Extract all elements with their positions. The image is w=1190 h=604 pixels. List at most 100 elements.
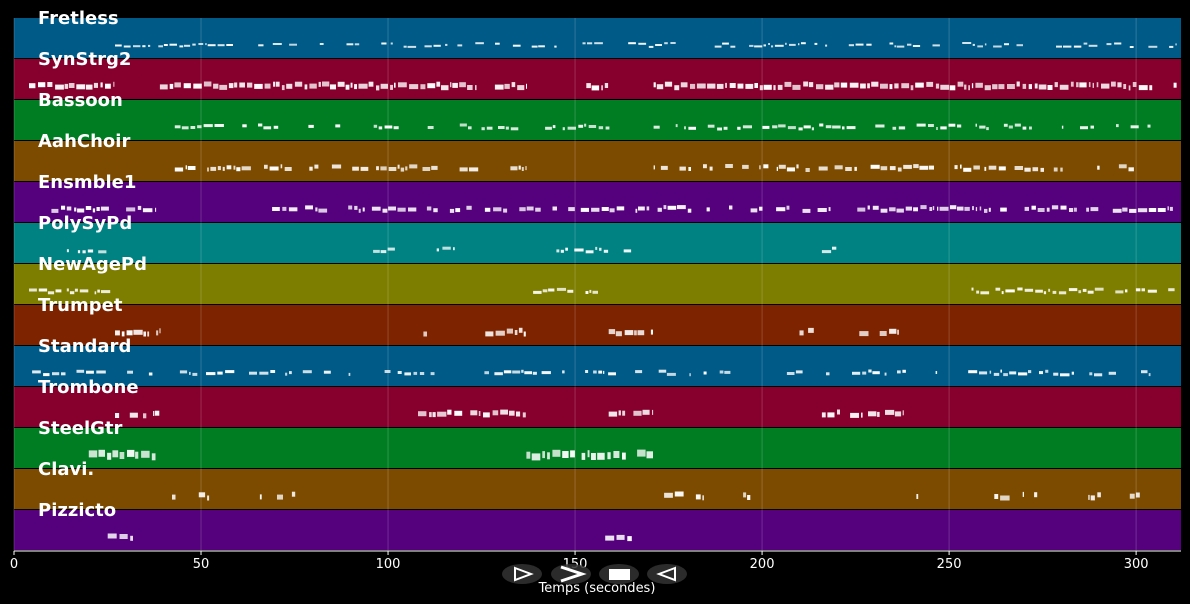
note-6-0-5 [66,288,69,292]
note-2-2-27 [846,126,856,130]
lane-2 [14,100,1181,140]
note-3-0-42 [459,167,468,172]
note-0-0-107 [894,45,897,48]
note-8-0-37 [302,370,312,374]
note-4-1-11 [354,205,358,210]
note-5-3-0 [556,249,560,253]
note-8-0-4 [61,372,66,376]
note-1-2-0 [586,83,591,89]
note-2-2-60 [1090,125,1094,129]
note-4-1-21 [426,206,432,211]
note-1-3-15 [763,84,772,90]
note-4-1-29 [484,207,491,212]
note-9-5-2 [837,409,840,415]
note-10-0-7 [141,450,150,458]
note-0-0-2 [133,45,141,48]
note-2-2-19 [798,127,803,131]
note-0-0-48 [457,44,463,47]
note-6-0-1 [38,288,48,292]
note-9-2-6 [516,411,521,417]
note-9-5-0 [821,412,826,418]
note-8-0-116 [868,369,872,373]
note-8-0-134 [993,372,1000,376]
note-6-2-7 [1017,287,1023,291]
note-0-0-87 [768,43,770,45]
note-11-0-13 [259,494,262,500]
note-2-2-9 [717,127,722,131]
note-3-1-26 [834,165,843,170]
note-1-1-35 [409,84,419,90]
note-1-1-2 [174,82,181,88]
lane-7 [14,305,1181,345]
note-0-0-82 [730,45,736,48]
play-button[interactable] [502,564,542,584]
note-9-1-1 [429,412,432,418]
note-0-0-23 [272,43,282,45]
track-label-9: Trombone [38,377,139,398]
stop-button[interactable] [599,564,639,584]
rewind-button[interactable] [647,564,687,584]
note-3-0-34 [405,166,408,171]
note-4-2-39 [937,206,939,211]
note-1-3-31 [889,84,893,90]
note-4-2-14 [750,208,758,213]
note-0-0-63 [582,42,586,45]
note-12-1-2 [605,535,615,541]
note-1-1-17 [286,83,293,89]
note-11-1-16 [747,495,751,500]
note-8-0-43 [348,372,351,376]
note-1-3-46 [992,84,998,90]
note-3-1-37 [919,165,929,170]
note-9-0-2 [129,412,138,418]
note-1-3-36 [926,81,934,87]
note-8-0-63 [484,371,489,375]
note-8-0-86 [635,370,643,374]
note-2-0-3 [197,125,202,129]
note-4-1-5 [315,207,318,212]
note-3-1-24 [818,166,828,171]
note-9-5-5 [850,412,859,418]
note-2-2-45 [986,127,989,131]
note-5-0-1 [66,249,69,253]
note-9-0-7 [154,410,160,416]
note-2-0-4 [203,124,213,128]
note-3-1-27 [845,167,852,171]
note-8-0-136 [1003,373,1008,377]
note-4-0-6 [92,208,96,213]
note-2-1-4 [567,126,576,130]
note-4-2-28 [857,207,866,212]
note-1-3-9 [725,82,727,88]
note-2-0-45 [498,126,505,129]
note-3-1-45 [963,167,972,172]
note-10-1-9 [587,450,590,458]
note-1-1-32 [390,84,393,90]
note-1-3-25 [840,82,848,88]
note-9-2-2 [483,412,490,418]
note-3-0-7 [222,166,225,171]
note-4-1-13 [362,207,365,212]
note-8-0-121 [897,370,901,374]
note-3-0-31 [388,167,397,171]
note-1-3-18 [784,81,792,87]
note-8-0-68 [521,369,524,373]
note-9-2-3 [492,410,499,416]
note-6-1-3 [548,288,555,292]
note-3-1-0 [653,165,655,170]
track-notes-12 [107,533,632,542]
note-5-3-2 [565,247,568,251]
note-1-1-13 [264,83,271,89]
note-8-0-33 [285,372,288,376]
note-2-0-1 [181,126,189,130]
playback-controls[interactable] [502,564,687,584]
note-11-1-15 [743,492,747,498]
fast-forward-button[interactable] [551,564,591,584]
note-1-0-2 [47,82,53,87]
note-8-0-51 [404,372,411,376]
note-5-1-0 [373,249,380,253]
note-10-1-8 [581,452,586,460]
note-0-0-144 [1169,45,1174,48]
play-outline-icon [514,566,534,582]
note-11-2-27 [1090,495,1095,501]
note-1-1-7 [219,84,228,90]
note-11-1-6 [695,494,701,500]
